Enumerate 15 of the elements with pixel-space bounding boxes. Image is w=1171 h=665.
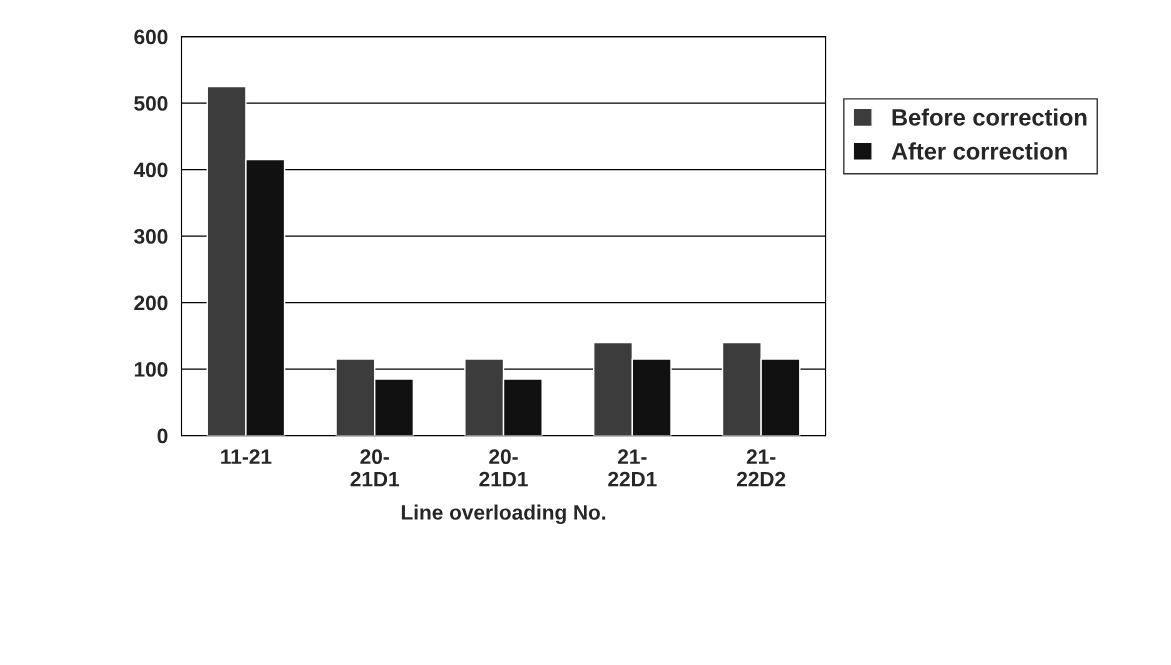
y-tick-label: 300 <box>134 229 168 244</box>
x-tick-label: 11-21 <box>221 449 272 464</box>
legend-label: After correction <box>891 142 1067 160</box>
y-tick-label: 100 <box>134 362 168 377</box>
y-tick-label: 200 <box>134 295 168 311</box>
legend-label: Before correction <box>892 108 1087 126</box>
x-tick-label: 21- 22D2 <box>736 449 786 487</box>
y-tick-label: 0 <box>157 428 168 444</box>
x-tick-label: 20- 21D1 <box>479 449 528 487</box>
x-tick-label: 20- 21D1 <box>350 449 400 487</box>
y-tick-label: 400 <box>133 162 168 178</box>
y-tick-label: 500 <box>134 96 168 111</box>
x-tick-label: 21- 22D1 <box>608 449 657 487</box>
y-tick-label: 600 <box>134 29 168 45</box>
x-axis-title: Line overloading No. <box>401 504 606 525</box>
